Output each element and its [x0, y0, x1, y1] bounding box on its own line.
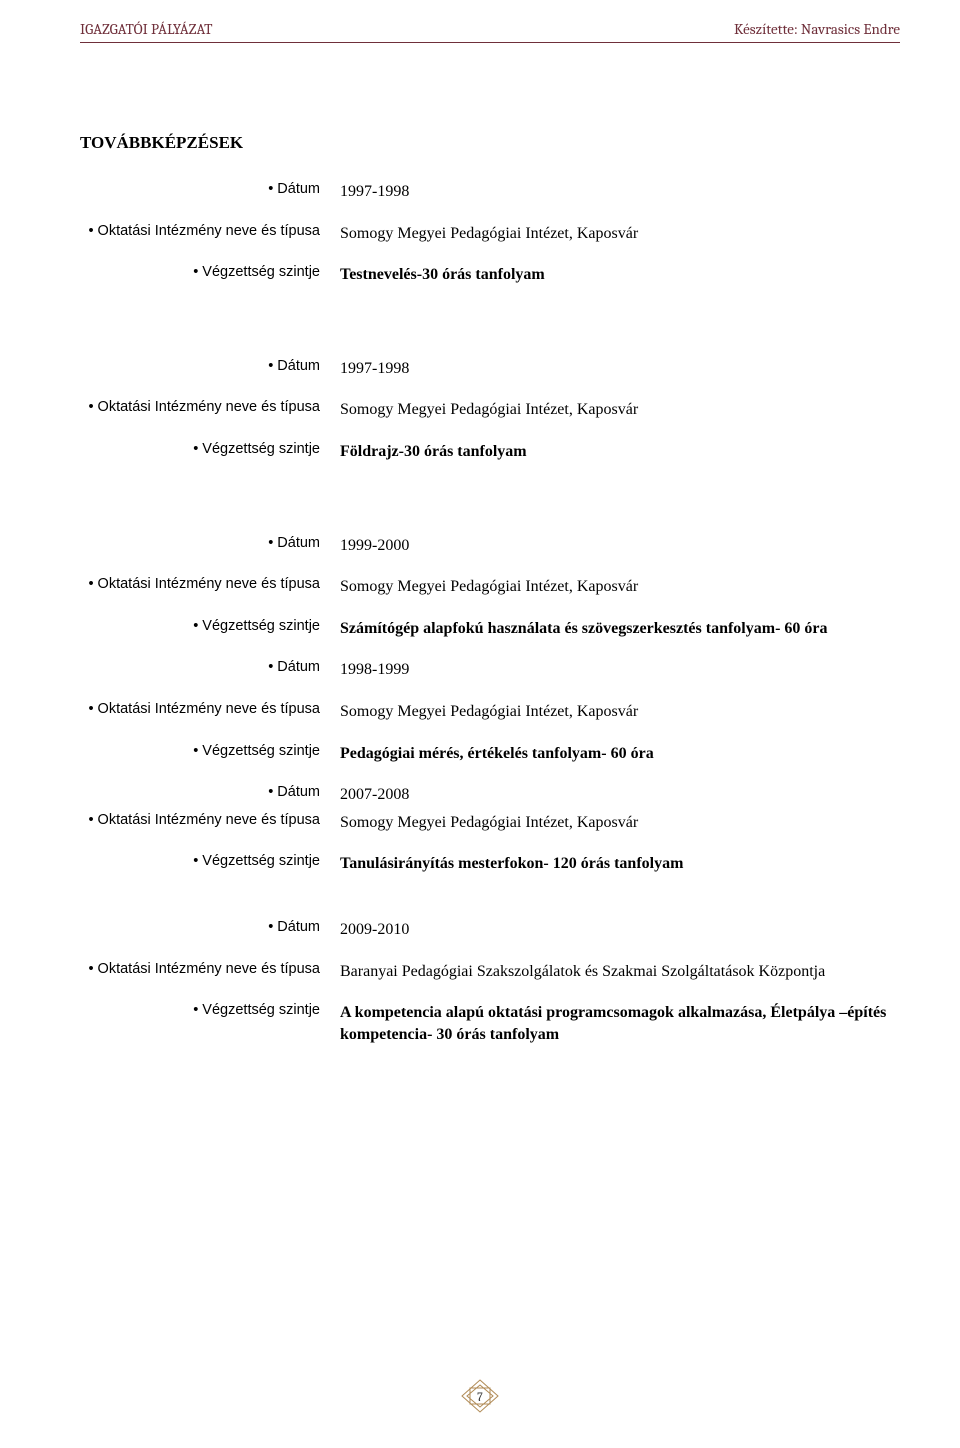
- label-institution: • Oktatási Intézmény neve és típusa: [80, 961, 340, 977]
- training-entry: • Dátum 1998-1999 • Oktatási Intézmény n…: [80, 659, 900, 764]
- label-institution: • Oktatási Intézmény neve és típusa: [80, 576, 340, 592]
- value-institution: Somogy Megyei Pedagógiai Intézet, Kaposv…: [340, 812, 900, 834]
- label-date: • Dátum: [80, 784, 340, 800]
- value-qualification: A kompetencia alapú oktatási programcsom…: [340, 1002, 900, 1045]
- page-header: IGAZGATÓI PÁLYÁZAT Készítette: Navrasics…: [80, 20, 900, 43]
- label-date: • Dátum: [80, 535, 340, 551]
- value-date: 2009-2010: [340, 919, 900, 941]
- label-qualification: • Végzettség szintje: [80, 618, 340, 634]
- training-entry: • Dátum 1997-1998 • Oktatási Intézmény n…: [80, 181, 900, 286]
- document-page: IGAZGATÓI PÁLYÁZAT Készítette: Navrasics…: [0, 0, 960, 1448]
- value-date: 1997-1998: [340, 358, 900, 380]
- label-qualification: • Végzettség szintje: [80, 264, 340, 280]
- page-footer: 7: [0, 1378, 960, 1414]
- section-title: TOVÁBBKÉPZÉSEK: [80, 133, 900, 153]
- value-qualification: Földrajz-30 órás tanfolyam: [340, 441, 900, 463]
- value-institution: Somogy Megyei Pedagógiai Intézet, Kaposv…: [340, 399, 900, 421]
- label-qualification: • Végzettség szintje: [80, 441, 340, 457]
- value-institution: Somogy Megyei Pedagógiai Intézet, Kaposv…: [340, 223, 900, 245]
- value-institution: Baranyai Pedagógiai Szakszolgálatok és S…: [340, 961, 900, 983]
- training-entry: • Dátum 1999-2000 • Oktatási Intézmény n…: [80, 535, 900, 640]
- value-date: 1997-1998: [340, 181, 900, 203]
- label-date: • Dátum: [80, 358, 340, 374]
- label-qualification: • Végzettség szintje: [80, 743, 340, 759]
- value-qualification: Testnevelés-30 órás tanfolyam: [340, 264, 900, 286]
- value-institution: Somogy Megyei Pedagógiai Intézet, Kaposv…: [340, 701, 900, 723]
- label-institution: • Oktatási Intézmény neve és típusa: [80, 399, 340, 415]
- value-date: 1998-1999: [340, 659, 900, 681]
- value-qualification: Tanulásirányítás mesterfokon- 120 órás t…: [340, 853, 900, 875]
- value-date: 1999-2000: [340, 535, 900, 557]
- label-institution: • Oktatási Intézmény neve és típusa: [80, 812, 340, 828]
- value-qualification: Számítógép alapfokú használata és szöveg…: [340, 618, 900, 640]
- training-entry: • Dátum 1997-1998 • Oktatási Intézmény n…: [80, 358, 900, 463]
- value-date: 2007-2008: [340, 784, 900, 806]
- training-entry: • Dátum 2009-2010 • Oktatási Intézmény n…: [80, 919, 900, 1045]
- value-qualification: Pedagógiai mérés, értékelés tanfolyam- 6…: [340, 743, 900, 765]
- label-date: • Dátum: [80, 659, 340, 675]
- label-date: • Dátum: [80, 181, 340, 197]
- label-date: • Dátum: [80, 919, 340, 935]
- value-institution: Somogy Megyei Pedagógiai Intézet, Kaposv…: [340, 576, 900, 598]
- page-number: 7: [477, 1390, 483, 1404]
- label-qualification: • Végzettség szintje: [80, 1002, 340, 1018]
- header-right: Készítette: Navrasics Endre: [734, 20, 900, 38]
- training-entry: • Dátum 2007-2008 • Oktatási Intézmény n…: [80, 784, 900, 875]
- header-left: IGAZGATÓI PÁLYÁZAT: [80, 20, 213, 38]
- label-institution: • Oktatási Intézmény neve és típusa: [80, 223, 340, 239]
- label-institution: • Oktatási Intézmény neve és típusa: [80, 701, 340, 717]
- label-qualification: • Végzettség szintje: [80, 853, 340, 869]
